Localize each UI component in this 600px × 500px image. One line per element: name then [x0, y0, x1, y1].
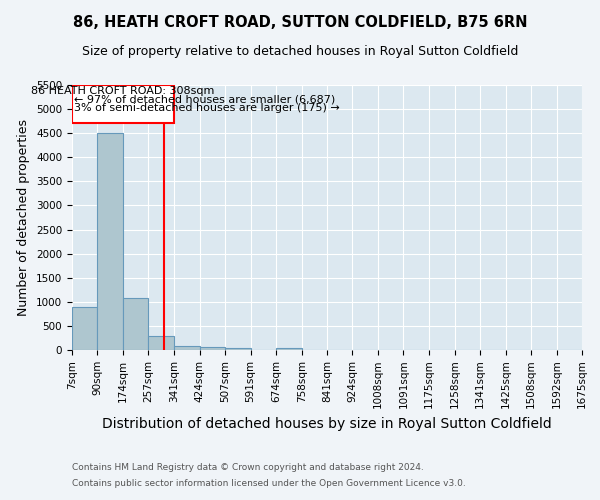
Text: Contains HM Land Registry data © Crown copyright and database right 2024.: Contains HM Land Registry data © Crown c…: [72, 464, 424, 472]
Bar: [276, 348, 302, 350]
Bar: [225, 348, 251, 350]
Bar: [123, 298, 148, 350]
Y-axis label: Number of detached properties: Number of detached properties: [17, 119, 31, 316]
Text: 86, HEATH CROFT ROAD, SUTTON COLDFIELD, B75 6RN: 86, HEATH CROFT ROAD, SUTTON COLDFIELD, …: [73, 15, 527, 30]
Text: 86 HEATH CROFT ROAD: 308sqm: 86 HEATH CROFT ROAD: 308sqm: [31, 86, 215, 97]
Bar: [174, 346, 199, 350]
Bar: [72, 306, 97, 350]
Text: 3% of semi-detached houses are larger (175) →: 3% of semi-detached houses are larger (1…: [74, 104, 340, 114]
Bar: [148, 336, 174, 350]
Text: Contains public sector information licensed under the Open Government Licence v3: Contains public sector information licen…: [72, 478, 466, 488]
Bar: [72, 85, 174, 122]
X-axis label: Distribution of detached houses by size in Royal Sutton Coldfield: Distribution of detached houses by size …: [102, 417, 552, 431]
Text: ← 97% of detached houses are smaller (6,687): ← 97% of detached houses are smaller (6,…: [74, 94, 335, 104]
Bar: [199, 346, 225, 350]
Text: Size of property relative to detached houses in Royal Sutton Coldfield: Size of property relative to detached ho…: [82, 45, 518, 58]
Bar: [97, 133, 123, 350]
